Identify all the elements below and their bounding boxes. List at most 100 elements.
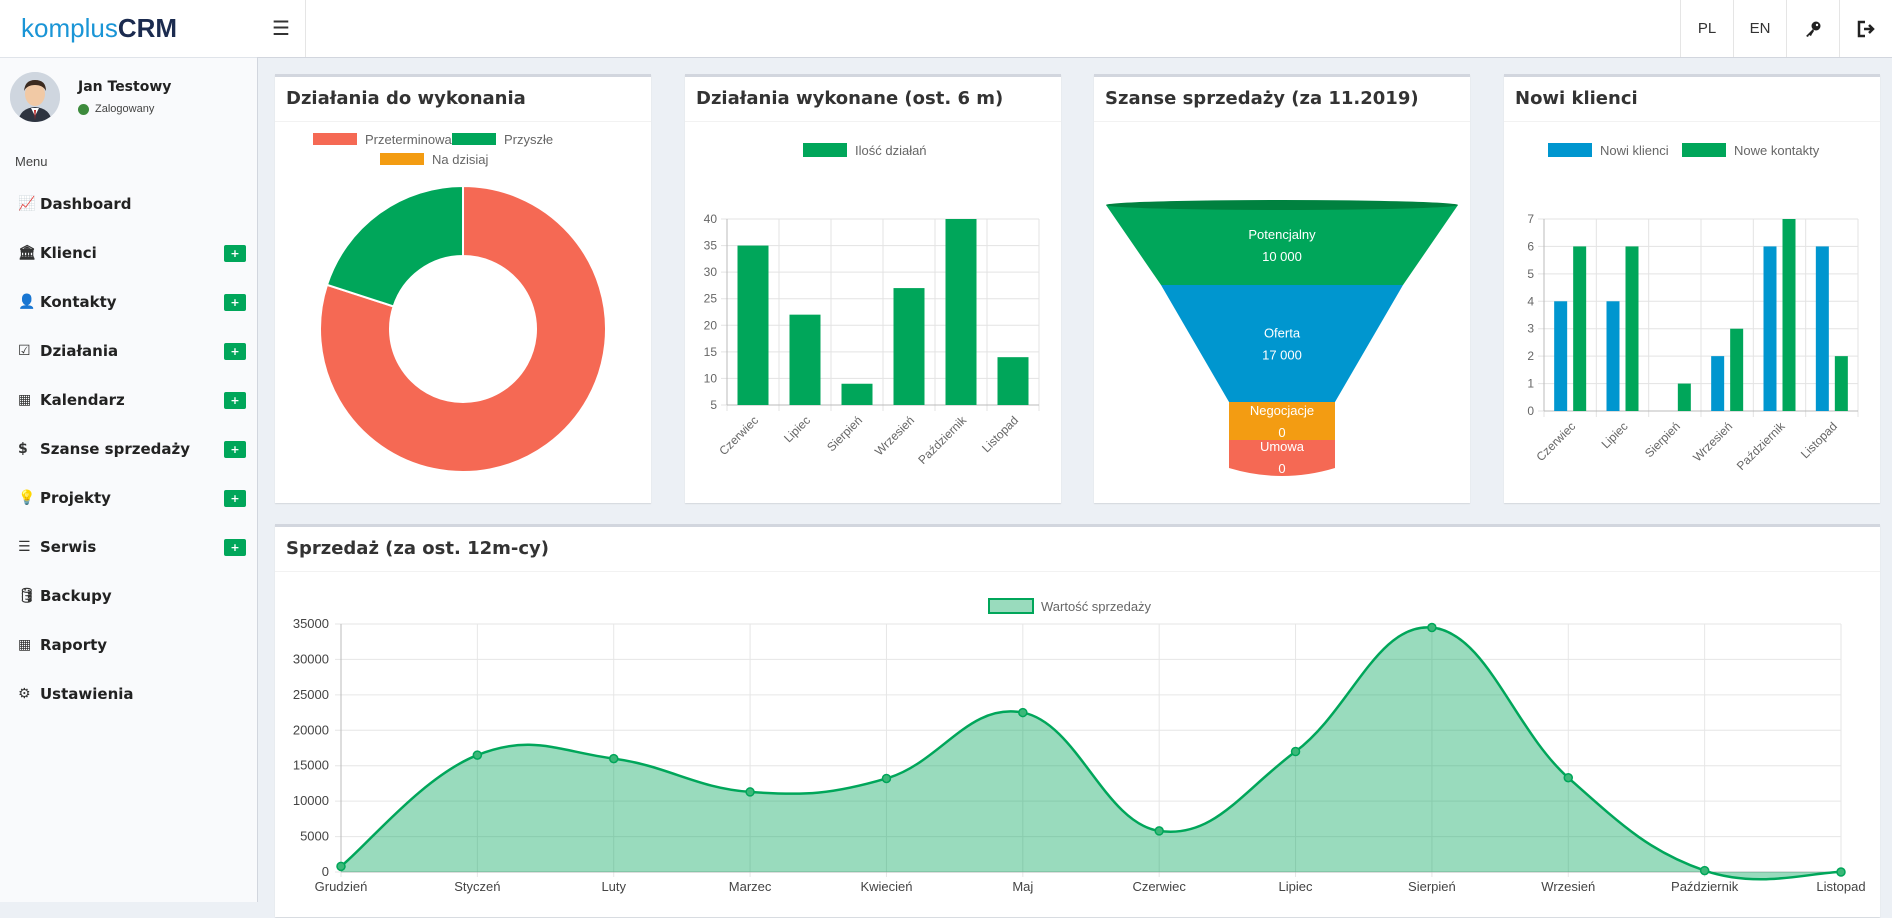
cogs-icon: ⚙ bbox=[18, 685, 31, 702]
language-en-button[interactable]: EN bbox=[1733, 0, 1786, 57]
sidebar-item-label: Serwis bbox=[40, 537, 97, 556]
bank-icon: 🏛 bbox=[18, 244, 36, 261]
add-button[interactable]: + bbox=[224, 294, 246, 311]
chart-bar bbox=[893, 288, 925, 405]
sidebar-item-kontakty[interactable]: 👤 Kontakty + bbox=[0, 277, 257, 326]
tasks-icon: ☰ bbox=[18, 538, 31, 555]
user-status-label: Zalogowany bbox=[95, 103, 155, 115]
sidebar-item-klienci[interactable]: 🏛 Klienci + bbox=[0, 228, 257, 277]
y-tick-label: 25000 bbox=[293, 687, 329, 702]
x-tick-label: Marzec bbox=[729, 879, 772, 894]
chart-bar bbox=[1625, 246, 1639, 411]
sidebar-item-backupy[interactable]: 🛢 Backupy bbox=[0, 571, 257, 620]
sidebar-item-label: Kalendarz bbox=[40, 390, 125, 409]
todo-doughnut-chart: Przeterminowane Przyszłe Na dzisiaj bbox=[313, 132, 607, 473]
y-tick-label: 4 bbox=[1527, 294, 1534, 308]
todo-activities-box: Działania do wykonania Przeterminowane Pr… bbox=[275, 74, 651, 503]
chart-bar bbox=[737, 245, 769, 405]
sales-funnel-chart: Potencjalny 10 000 Oferta 17 000 Negocjacje 0… bbox=[1106, 200, 1458, 476]
y-tick-label: 15000 bbox=[293, 758, 329, 773]
x-tick-label: Czerwiec bbox=[1533, 419, 1578, 464]
y-tick-label: 35 bbox=[704, 239, 718, 253]
y-tick-label: 0 bbox=[322, 864, 329, 879]
x-tick-label: Listopad bbox=[1816, 879, 1865, 894]
chart-bar bbox=[1763, 246, 1777, 411]
data-point bbox=[1699, 865, 1710, 876]
x-tick-label: Sierpień bbox=[1642, 419, 1683, 460]
x-tick-label: Wrzesień bbox=[1690, 419, 1735, 464]
y-tick-label: 10 bbox=[704, 371, 718, 385]
sidebar-item-label: Dashboard bbox=[40, 194, 132, 213]
logout-icon[interactable] bbox=[1839, 0, 1892, 57]
sidebar-item-dashboard[interactable]: 📈 Dashboard bbox=[0, 179, 257, 228]
sidebar-item-projekty[interactable]: 💡 Projekty + bbox=[0, 473, 257, 522]
new-clients-box: Nowi klienci Nowi klienci Nowe kontakty 0 1… bbox=[1504, 74, 1880, 503]
chart-bar bbox=[1573, 246, 1587, 411]
x-tick-label: Maj bbox=[1012, 879, 1033, 894]
x-tick-label: Październik bbox=[1734, 419, 1788, 473]
data-point bbox=[881, 773, 892, 784]
sidebar-item-label: Backupy bbox=[40, 586, 112, 605]
new-clients-title: Nowi klienci bbox=[1504, 77, 1880, 122]
data-point bbox=[745, 787, 755, 797]
doughnut-slice bbox=[319, 184, 607, 473]
x-tick-label: Wrzesień bbox=[872, 413, 917, 458]
x-tick-label: Wrzesień bbox=[1541, 879, 1595, 894]
add-button[interactable]: + bbox=[224, 343, 246, 360]
sidebar-item-label: Ustawienia bbox=[40, 684, 134, 703]
data-point bbox=[1154, 826, 1164, 836]
funnel-segment bbox=[1106, 205, 1458, 285]
legend-label: Nowe kontakty bbox=[1734, 143, 1820, 158]
funnel-top-rim bbox=[1106, 200, 1458, 210]
app-logo[interactable]: komplus CRM bbox=[0, 0, 257, 58]
y-tick-label: 5 bbox=[1527, 267, 1534, 281]
sidebar-item-label: Kontakty bbox=[40, 292, 117, 311]
sidebar-item-raporty[interactable]: ▦ Raporty bbox=[0, 620, 257, 669]
sidebar-item-ustawienia[interactable]: ⚙ Ustawienia bbox=[0, 669, 257, 718]
add-button[interactable]: + bbox=[224, 539, 246, 556]
hamburger-icon[interactable]: ☰ bbox=[257, 0, 306, 57]
chart-bar bbox=[945, 219, 977, 405]
area-fill bbox=[341, 627, 1841, 880]
done-activities-bar-chart: Ilość działań 5 10 15 20 25 30 35 40 Czerwiec Lipi… bbox=[704, 143, 1040, 467]
x-tick-label: Listopad bbox=[1798, 419, 1840, 461]
sales-opportunities-box: Szanse sprzedaży (za 11.2019) Potencjaln… bbox=[1094, 74, 1470, 503]
y-tick-label: 5 bbox=[710, 398, 717, 412]
database-icon: 🛢 bbox=[18, 587, 36, 604]
new-clients-bar-chart: Nowi klienci Nowe kontakty 0 1 2 3 4 5 6 7 Czerwie… bbox=[1527, 143, 1859, 473]
add-button[interactable]: + bbox=[224, 490, 246, 507]
x-tick-label: Sierpień bbox=[1408, 879, 1456, 894]
add-button[interactable]: + bbox=[224, 441, 246, 458]
y-tick-label: 30000 bbox=[293, 651, 329, 666]
funnel-segment bbox=[1161, 285, 1403, 402]
funnel-stage-label: Umowa bbox=[1260, 439, 1305, 454]
sidebar-item-szanse-sprzedaży[interactable]: $ Szanse sprzedaży + bbox=[0, 424, 257, 473]
add-button[interactable]: + bbox=[224, 245, 246, 262]
chart-line-icon: 📈 bbox=[18, 195, 36, 212]
chart-bar bbox=[1782, 219, 1796, 411]
y-tick-label: 40 bbox=[704, 212, 718, 226]
chart-bar bbox=[1711, 356, 1725, 411]
done-activities-title: Działania wykonane (ost. 6 m) bbox=[685, 77, 1061, 122]
sidebar-item-kalendarz[interactable]: ▦ Kalendarz + bbox=[0, 375, 257, 424]
user-status: Zalogowany bbox=[78, 103, 171, 115]
sidebar-item-label: Działania bbox=[40, 341, 119, 360]
language-pl-button[interactable]: PL bbox=[1680, 0, 1733, 57]
y-tick-label: 3 bbox=[1527, 322, 1534, 336]
x-tick-label: Październik bbox=[1671, 879, 1739, 894]
y-tick-label: 30 bbox=[704, 265, 718, 279]
funnel-stage-value: 10 000 bbox=[1262, 249, 1302, 264]
funnel-segment bbox=[1229, 440, 1335, 476]
sidebar-item-działania[interactable]: ☑ Działania + bbox=[0, 326, 257, 375]
sidebar-item-serwis[interactable]: ☰ Serwis + bbox=[0, 522, 257, 571]
chart-bar bbox=[1815, 246, 1829, 411]
x-tick-label: Grudzień bbox=[315, 879, 368, 894]
table-icon: ▦ bbox=[18, 636, 32, 653]
logo-text-light: komplus bbox=[21, 13, 118, 43]
avatar bbox=[10, 72, 60, 122]
sales-title: Sprzedaż (za ost. 12m-cy) bbox=[275, 527, 1880, 572]
chart-bar bbox=[1606, 301, 1620, 411]
key-icon[interactable] bbox=[1786, 0, 1839, 57]
legend-label: Na dzisiaj bbox=[432, 152, 488, 167]
add-button[interactable]: + bbox=[224, 392, 246, 409]
